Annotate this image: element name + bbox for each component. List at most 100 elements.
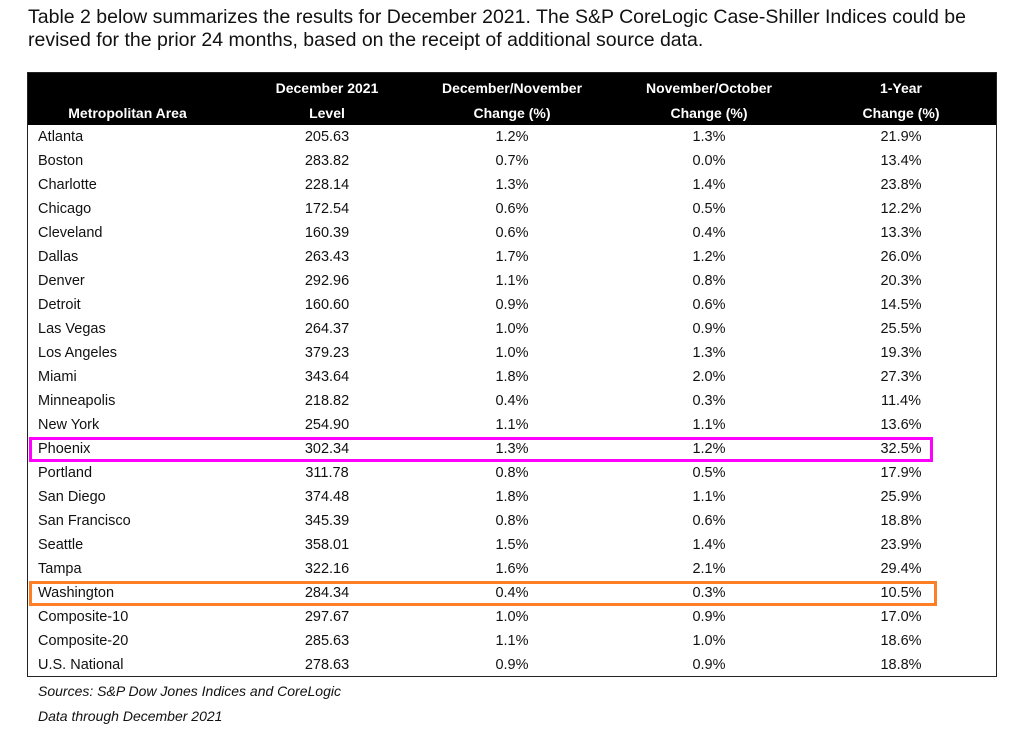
- table-row: San Francisco 345.39 0.8% 0.6% 18.8%: [28, 510, 996, 534]
- cell-metro-area: Minneapolis: [38, 393, 116, 409]
- cell-dec-nov: 1.8%: [495, 369, 529, 385]
- cell-metro-area: Phoenix: [38, 441, 91, 457]
- cell-level: 160.60: [304, 297, 350, 313]
- cell-dec-nov: 1.8%: [495, 489, 529, 505]
- cell-level: 292.96: [304, 273, 350, 289]
- cell-metro-area: Cleveland: [38, 225, 103, 241]
- cell-1-year: 10.5%: [880, 585, 922, 601]
- cell-dec-nov: 0.6%: [495, 201, 529, 217]
- cell-1-year: 13.4%: [880, 153, 922, 169]
- table-row: Washington 284.34 0.4% 0.3% 10.5%: [28, 582, 996, 606]
- cell-1-year: 13.3%: [880, 225, 922, 241]
- cell-dec-nov: 0.9%: [495, 657, 529, 673]
- cell-1-year: 13.6%: [880, 417, 922, 433]
- table-row: Boston 283.82 0.7% 0.0% 13.4%: [28, 150, 996, 174]
- table-row: Seattle 358.01 1.5% 1.4% 23.9%: [28, 534, 996, 558]
- cell-dec-nov: 1.1%: [495, 633, 529, 649]
- cell-metro-area: Atlanta: [38, 129, 84, 145]
- cell-1-year: 18.8%: [880, 657, 922, 673]
- cell-1-year: 20.3%: [880, 273, 922, 289]
- cell-nov-oct: 0.3%: [692, 585, 726, 601]
- highlight-box-washington: [29, 581, 937, 606]
- table-row: U.S. National 278.63 0.9% 0.9% 18.8%: [28, 654, 996, 678]
- cell-1-year: 17.9%: [880, 465, 922, 481]
- cell-1-year: 12.2%: [880, 201, 922, 217]
- cell-metro-area: New York: [38, 417, 100, 433]
- table-row: Los Angeles 379.23 1.0% 1.3% 19.3%: [28, 342, 996, 366]
- table-header: Metropolitan Area December 2021 Level Dec…: [28, 73, 996, 125]
- cell-nov-oct: 0.3%: [692, 393, 726, 409]
- cell-nov-oct: 0.9%: [692, 609, 726, 625]
- table-row: Chicago 172.54 0.6% 0.5% 12.2%: [28, 198, 996, 222]
- cell-nov-oct: 1.1%: [692, 489, 726, 505]
- table-row: New York 254.90 1.1% 1.1% 13.6%: [28, 414, 996, 438]
- cell-metro-area: Washington: [38, 585, 115, 601]
- table-row: Atlanta 205.63 1.2% 1.3% 21.9%: [28, 126, 996, 150]
- cell-level: 374.48: [304, 489, 350, 505]
- cell-metro-area: Denver: [38, 273, 85, 289]
- cell-metro-area: Miami: [38, 369, 77, 385]
- cell-metro-area: Composite-20: [38, 633, 129, 649]
- table-row: Detroit 160.60 0.9% 0.6% 14.5%: [28, 294, 996, 318]
- cell-nov-oct: 0.6%: [692, 297, 726, 313]
- cell-level: 302.34: [304, 441, 350, 457]
- cell-metro-area: Boston: [38, 153, 84, 169]
- cell-nov-oct: 0.9%: [692, 321, 726, 337]
- cell-1-year: 19.3%: [880, 345, 922, 361]
- cell-metro-area: Chicago: [38, 201, 92, 217]
- table-row: Charlotte 228.14 1.3% 1.4% 23.8%: [28, 174, 996, 198]
- cell-level: 264.37: [304, 321, 350, 337]
- highlight-box-phoenix: [29, 437, 933, 462]
- header-dec-nov-change: December/November Change (%): [441, 80, 583, 121]
- cell-level: 379.23: [304, 345, 350, 361]
- cell-1-year: 17.0%: [880, 609, 922, 625]
- table-row: Minneapolis 218.82 0.4% 0.3% 11.4%: [28, 390, 996, 414]
- cell-metro-area: U.S. National: [38, 657, 124, 673]
- cell-nov-oct: 0.0%: [692, 153, 726, 169]
- cell-level: 358.01: [304, 537, 350, 553]
- table-row: San Diego 374.48 1.8% 1.1% 25.9%: [28, 486, 996, 510]
- cell-level: 172.54: [304, 201, 350, 217]
- results-table: Metropolitan Area December 2021 Level Dec…: [27, 72, 997, 677]
- table-row: Las Vegas 264.37 1.0% 0.9% 25.5%: [28, 318, 996, 342]
- cell-1-year: 25.9%: [880, 489, 922, 505]
- header-level: December 2021 Level: [275, 80, 379, 121]
- cell-dec-nov: 1.1%: [495, 417, 529, 433]
- cell-level: 311.78: [305, 465, 349, 481]
- cell-nov-oct: 1.3%: [692, 129, 726, 145]
- cell-level: 228.14: [304, 177, 350, 193]
- cell-dec-nov: 1.6%: [495, 561, 529, 577]
- cell-nov-oct: 1.2%: [692, 249, 726, 265]
- cell-metro-area: San Francisco: [38, 513, 131, 529]
- cell-dec-nov: 1.0%: [495, 321, 529, 337]
- cell-1-year: 29.4%: [880, 561, 922, 577]
- cell-level: 345.39: [304, 513, 350, 529]
- cell-1-year: 18.8%: [880, 513, 922, 529]
- header-1-year-change: 1-Year Change (%): [862, 80, 940, 121]
- cell-dec-nov: 1.1%: [495, 273, 529, 289]
- cell-level: 284.34: [304, 585, 350, 601]
- cell-dec-nov: 1.2%: [495, 129, 529, 145]
- header-metropolitan-area: Metropolitan Area: [68, 105, 187, 121]
- cell-dec-nov: 1.3%: [495, 177, 529, 193]
- cell-metro-area: Tampa: [38, 561, 82, 577]
- cell-1-year: 25.5%: [880, 321, 922, 337]
- cell-1-year: 27.3%: [880, 369, 922, 385]
- cell-1-year: 18.6%: [880, 633, 922, 649]
- cell-level: 343.64: [304, 369, 350, 385]
- cell-level: 283.82: [304, 153, 350, 169]
- table-row: Miami 343.64 1.8% 2.0% 27.3%: [28, 366, 996, 390]
- cell-nov-oct: 2.0%: [692, 369, 726, 385]
- cell-1-year: 23.9%: [880, 537, 922, 553]
- cell-dec-nov: 0.6%: [495, 225, 529, 241]
- cell-nov-oct: 0.8%: [692, 273, 726, 289]
- cell-level: 297.67: [304, 609, 350, 625]
- table-row: Denver 292.96 1.1% 0.8% 20.3%: [28, 270, 996, 294]
- table-row: Portland 311.78 0.8% 0.5% 17.9%: [28, 462, 996, 486]
- table-row: Composite-10 297.67 1.0% 0.9% 17.0%: [28, 606, 996, 630]
- cell-level: 263.43: [304, 249, 350, 265]
- cell-1-year: 11.4%: [880, 393, 922, 409]
- cell-1-year: 14.5%: [880, 297, 922, 313]
- cell-metro-area: Los Angeles: [38, 345, 118, 361]
- cell-nov-oct: 1.4%: [692, 177, 726, 193]
